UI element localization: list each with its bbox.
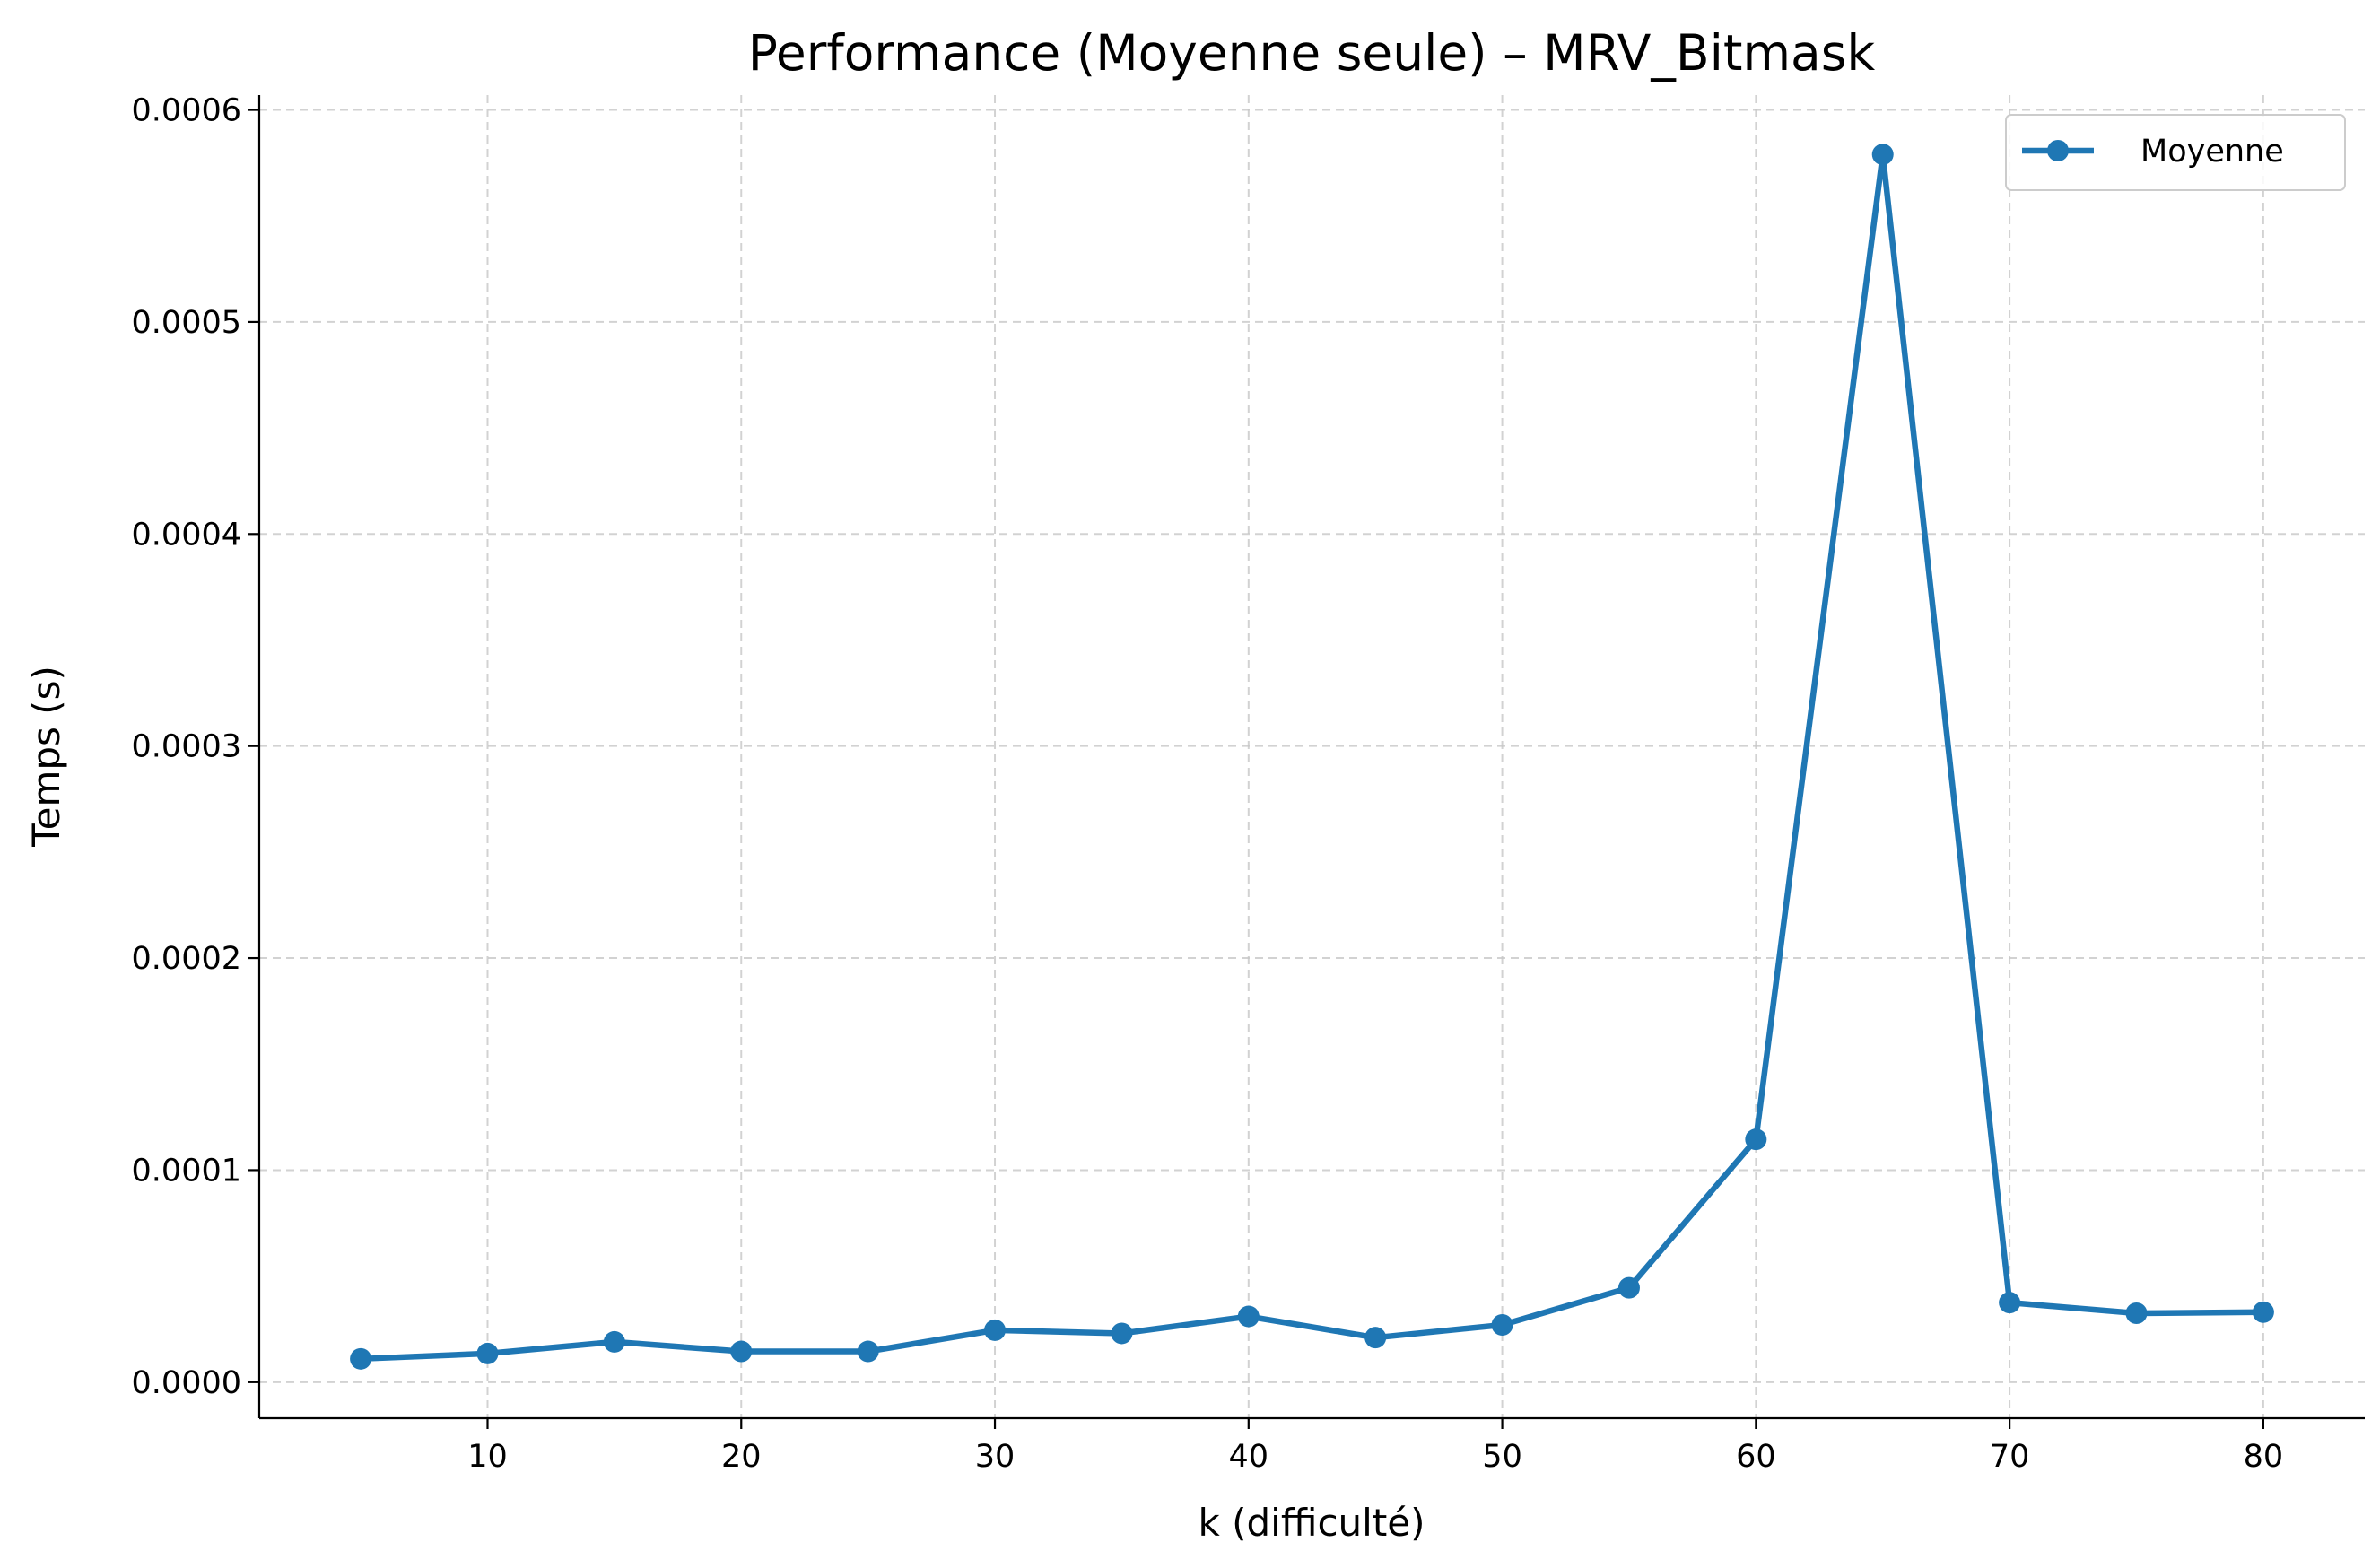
axes-spines	[257, 95, 2365, 1420]
data-point	[1871, 144, 1894, 166]
y-tick-label: 0.0001	[132, 1153, 241, 1189]
legend-label-moyenne: Moyenne	[2140, 134, 2284, 170]
x-tick-label: 10	[467, 1439, 508, 1475]
legend-box	[2005, 114, 2346, 191]
data-point	[1617, 1276, 1640, 1299]
data-point	[1364, 1327, 1387, 1349]
data-point	[1745, 1128, 1767, 1151]
series-layer	[350, 144, 2274, 1370]
data-point	[603, 1330, 625, 1353]
data-point	[350, 1347, 372, 1370]
data-point	[1111, 1322, 1133, 1345]
legend-marker-sample	[2047, 140, 2069, 161]
data-point	[730, 1340, 753, 1363]
data-point	[2125, 1302, 2148, 1324]
x-tick-label: 30	[975, 1439, 1016, 1475]
chart-title: Performance (Moyenne seule) – MRV_Bitmas…	[748, 24, 1876, 82]
axis-ticks: 10 20 30 40 50 60 70 80 0.0000 0.0001 0.0002 0.0003…	[132, 93, 2284, 1475]
x-tick-label: 60	[1736, 1439, 1776, 1475]
x-axis-label: k (difficulté)	[1198, 1501, 1425, 1545]
y-tick-label: 0.0005	[132, 305, 241, 341]
data-point	[476, 1342, 499, 1364]
x-tick-label: 70	[1990, 1439, 2030, 1475]
y-tick-label: 0.0002	[132, 941, 241, 977]
data-point	[857, 1340, 879, 1363]
data-point	[1999, 1292, 2021, 1314]
x-tick-label: 50	[1482, 1439, 1522, 1475]
data-point	[984, 1319, 1007, 1341]
grid	[259, 95, 2365, 1418]
y-tick-label: 0.0000	[132, 1365, 241, 1401]
data-point	[1237, 1305, 1260, 1328]
y-tick-label: 0.0003	[132, 729, 241, 765]
y-tick-label: 0.0006	[132, 93, 241, 129]
y-tick-label: 0.0004	[132, 517, 241, 553]
x-tick-label: 20	[721, 1439, 762, 1475]
data-point	[1491, 1313, 1513, 1336]
x-tick-label: 40	[1229, 1439, 1269, 1475]
series-line-moyenne	[357, 151, 2267, 1363]
x-tick-label: 80	[2244, 1439, 2284, 1475]
y-axis-label: Temps (s)	[24, 666, 68, 848]
legend: Moyenne	[2005, 114, 2346, 191]
data-point	[2252, 1301, 2274, 1323]
